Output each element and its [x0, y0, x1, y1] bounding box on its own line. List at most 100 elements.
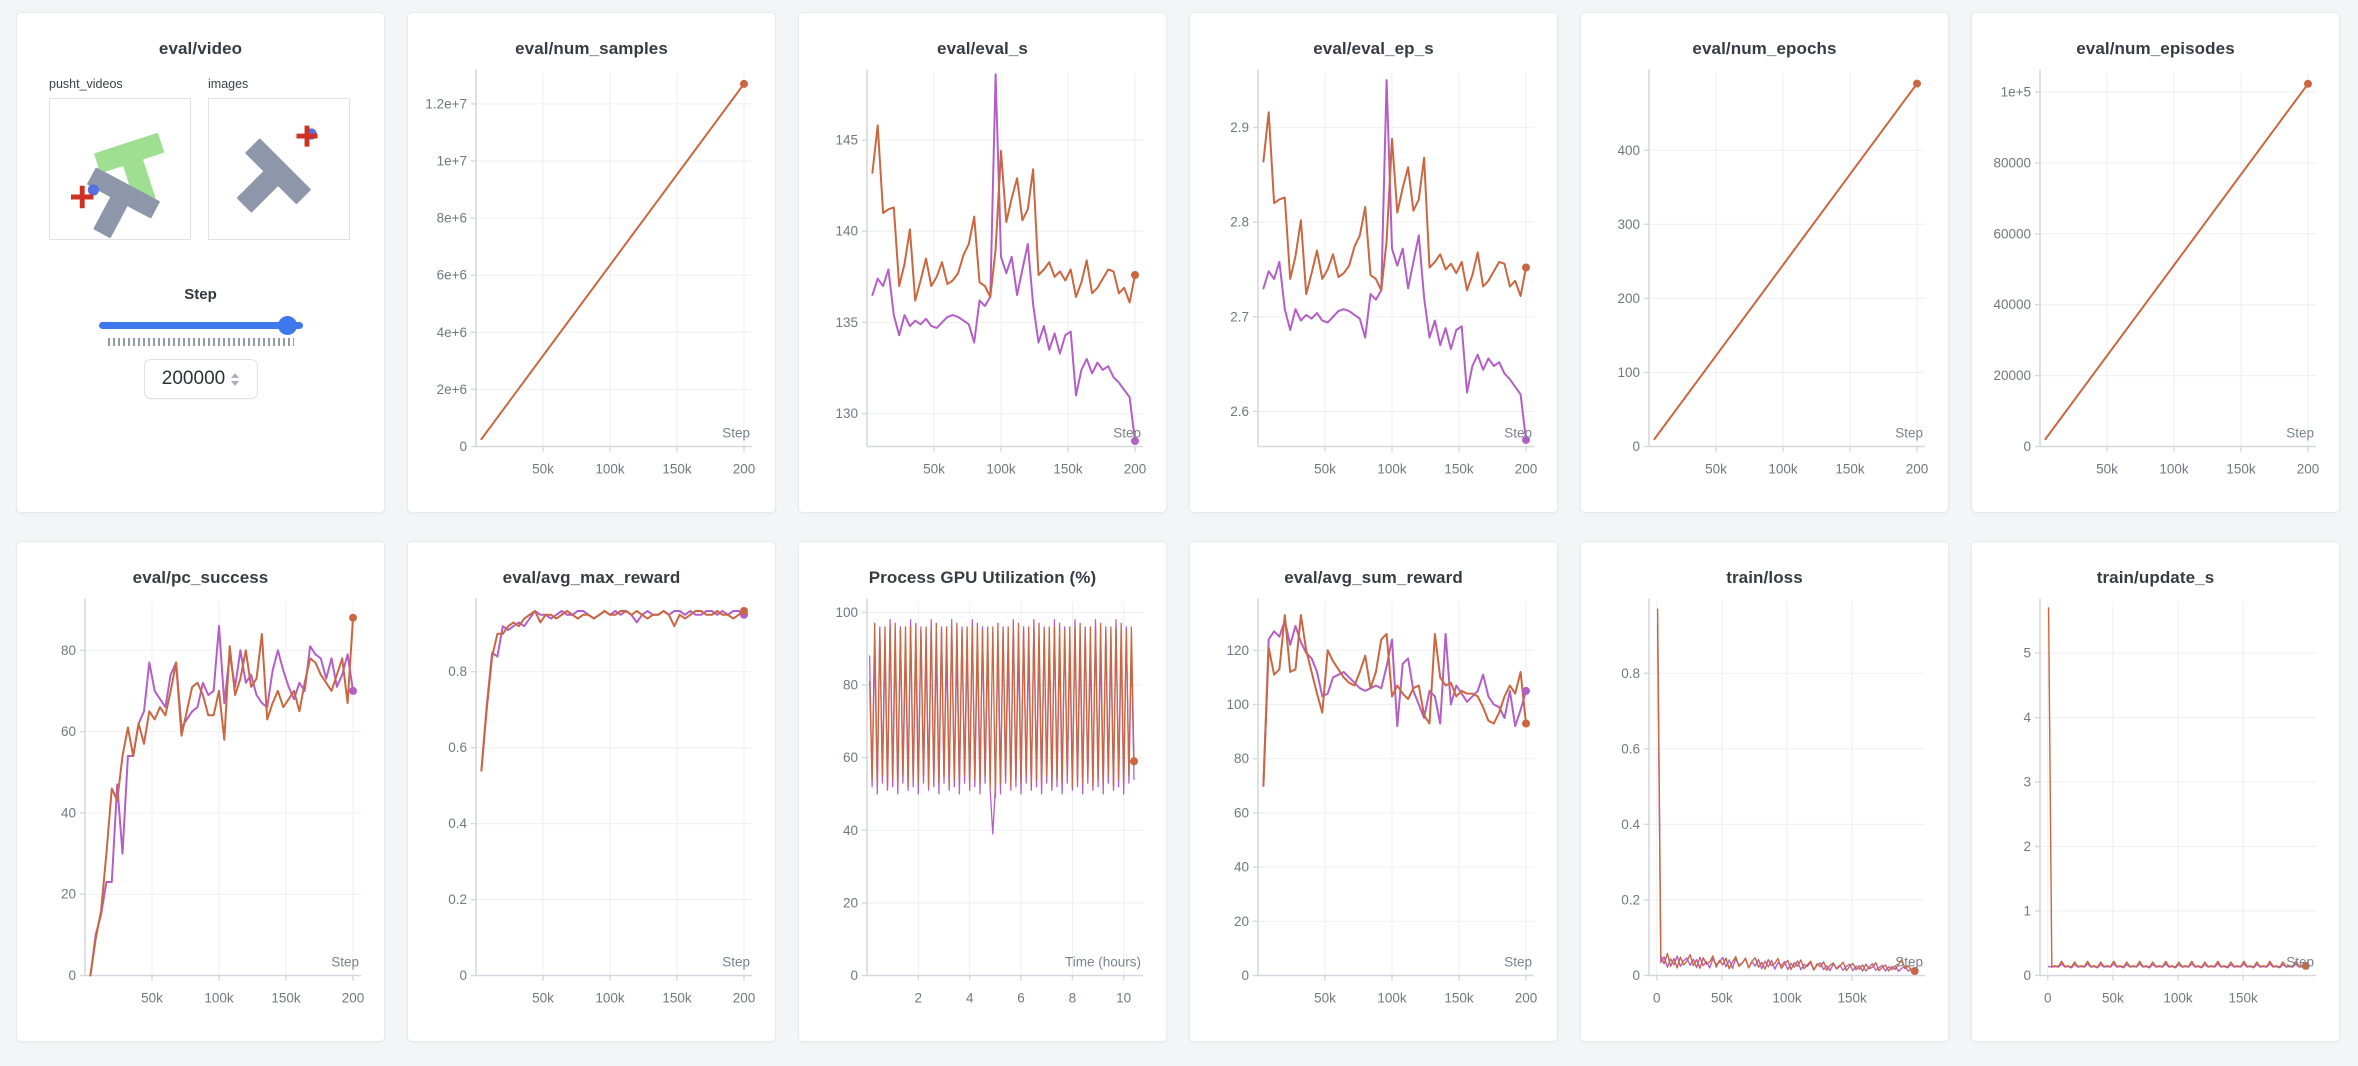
svg-text:Step: Step — [722, 426, 750, 441]
line-chart-eval-avg-sum-reward[interactable]: 50k 100k 150k 200 0 20 40 60 80 100 120 Step — [1201, 592, 1546, 1023]
svg-text:Step: Step — [1895, 955, 1923, 970]
svg-text:200: 200 — [733, 462, 756, 477]
svg-text:4: 4 — [966, 991, 974, 1006]
line-chart-eval-num-episodes[interactable]: 50k 100k 150k 200 0 20000 40000 60000 80000 1e+5 S… — [1983, 63, 2328, 494]
pusht-scene-icon — [237, 125, 318, 213]
svg-text:6: 6 — [1017, 991, 1025, 1006]
chart-svg: 50k 100k 150k 200 0 20000 40000 60000 80000 1e+5 S… — [1993, 69, 2320, 477]
slider-handle[interactable] — [278, 316, 298, 335]
panel-train-loss: train/loss 0 50k 100k 150k 0 0.2 0.4 0.6 0.8 Step — [1580, 541, 1949, 1042]
svg-text:0: 0 — [1632, 439, 1640, 454]
svg-text:400: 400 — [1617, 143, 1640, 158]
svg-text:100k: 100k — [986, 462, 1016, 477]
chart-title: eval/num_samples — [515, 39, 668, 58]
step-slider[interactable] — [98, 315, 303, 335]
svg-text:2: 2 — [2023, 839, 2031, 854]
svg-text:130: 130 — [835, 406, 858, 421]
slider-tick-marks — [107, 338, 294, 346]
svg-text:50k: 50k — [532, 462, 554, 477]
media-thumbnails: pusht_videos images — [17, 59, 384, 240]
svg-text:200: 200 — [733, 991, 756, 1006]
svg-text:50k: 50k — [1314, 462, 1336, 477]
svg-text:0: 0 — [1241, 968, 1249, 983]
svg-text:140: 140 — [835, 224, 858, 239]
chart-title: eval/eval_ep_s — [1313, 39, 1434, 58]
svg-text:20000: 20000 — [1993, 368, 2031, 383]
panel-eval-eval-ep-s: eval/eval_ep_s 50k 100k 150k 200 2.6 2.7 2.8 2.… — [1189, 12, 1558, 513]
pusht-video-thumbnail[interactable] — [49, 98, 191, 240]
line-chart-train-loss[interactable]: 0 50k 100k 150k 0 0.2 0.4 0.6 0.8 Step — [1592, 592, 1937, 1023]
pusht-scene-icon — [71, 132, 164, 238]
svg-text:135: 135 — [835, 315, 858, 330]
svg-text:150k: 150k — [662, 462, 692, 477]
panel-eval-video: eval/video pusht_videos — [16, 12, 385, 513]
svg-text:0.8: 0.8 — [1621, 666, 1640, 681]
svg-text:Step: Step — [331, 955, 359, 970]
svg-text:50k: 50k — [1705, 462, 1727, 477]
stepper-arrows-icon[interactable] — [231, 372, 240, 386]
panel-eval-avg-max-reward: eval/avg_max_reward 50k 100k 150k 200 0 0.2 0.… — [407, 541, 776, 1042]
line-chart-train-update-s[interactable]: 0 50k 100k 150k 0 1 2 3 4 5 Step — [1983, 592, 2328, 1023]
svg-text:50k: 50k — [532, 991, 554, 1006]
svg-text:150k: 150k — [271, 991, 301, 1006]
svg-text:8e+6: 8e+6 — [437, 211, 467, 226]
svg-text:200: 200 — [1515, 462, 1538, 477]
svg-text:50k: 50k — [923, 462, 945, 477]
svg-text:Step: Step — [1504, 955, 1532, 970]
agent-dot — [87, 184, 99, 196]
svg-text:150k: 150k — [662, 991, 692, 1006]
svg-text:150k: 150k — [1444, 991, 1474, 1006]
step-slider-label: Step — [184, 286, 217, 303]
svg-text:200: 200 — [1515, 991, 1538, 1006]
svg-text:150k: 150k — [1837, 991, 1867, 1006]
svg-text:200: 200 — [1124, 462, 1147, 477]
svg-text:3: 3 — [2023, 775, 2031, 790]
chart-title: Process GPU Utilization (%) — [868, 568, 1097, 587]
svg-text:Step: Step — [2286, 426, 2314, 441]
svg-text:145: 145 — [835, 133, 858, 148]
svg-text:200: 200 — [2297, 462, 2320, 477]
svg-text:0: 0 — [68, 968, 76, 983]
line-chart-eval-num-samples[interactable]: 50k 100k 150k 200 0 2e+6 4e+6 6e+6 8e+6 1e+7 1.2e+… — [419, 63, 764, 494]
line-chart-eval-eval-s[interactable]: 50k 100k 150k 200 130 135 140 145 Step — [810, 63, 1155, 494]
chart-svg: 50k 100k 150k 200 0 20 40 60 80 Step — [61, 598, 364, 1006]
svg-text:0.8: 0.8 — [448, 664, 467, 679]
svg-text:20: 20 — [1234, 914, 1249, 929]
svg-text:0.2: 0.2 — [1621, 892, 1640, 907]
svg-text:80: 80 — [1234, 751, 1249, 766]
svg-text:40: 40 — [1234, 860, 1249, 875]
chart-title: eval/pc_success — [132, 568, 269, 587]
line-chart-gpu-utilization[interactable]: 2 4 6 8 10 0 20 40 60 80 100 Time (hours) — [810, 592, 1155, 1023]
svg-text:50k: 50k — [1711, 991, 1733, 1006]
svg-text:5: 5 — [2023, 646, 2031, 661]
svg-text:150k: 150k — [1444, 462, 1474, 477]
svg-text:0: 0 — [2044, 991, 2052, 1006]
svg-text:0.6: 0.6 — [1621, 741, 1640, 756]
svg-text:Time (hours): Time (hours) — [1065, 955, 1141, 970]
chart-title: eval/eval_s — [937, 39, 1028, 58]
svg-text:0.4: 0.4 — [1621, 817, 1640, 832]
svg-text:100: 100 — [1617, 365, 1640, 380]
svg-text:150k: 150k — [1835, 462, 1865, 477]
step-number-input[interactable]: 200000 — [143, 359, 258, 399]
slider-track[interactable] — [98, 322, 303, 329]
pusht-image-thumbnail[interactable] — [208, 98, 350, 240]
svg-text:100k: 100k — [2163, 991, 2193, 1006]
svg-text:60000: 60000 — [1993, 226, 2031, 241]
line-chart-eval-avg-max-reward[interactable]: 50k 100k 150k 200 0 0.2 0.4 0.6 0.8 Step — [419, 592, 764, 1023]
svg-text:40000: 40000 — [1993, 297, 2031, 312]
svg-text:Step: Step — [722, 955, 750, 970]
line-chart-eval-num-epochs[interactable]: 50k 100k 150k 200 0 100 200 300 400 Step — [1592, 63, 1937, 494]
svg-text:300: 300 — [1617, 217, 1640, 232]
chart-title: eval/num_epochs — [1692, 39, 1837, 58]
chart-svg: 50k 100k 150k 200 2.6 2.7 2.8 2.9 Step — [1230, 69, 1538, 477]
goal-cross — [296, 125, 318, 147]
line-chart-eval-pc-success[interactable]: 50k 100k 150k 200 0 20 40 60 80 Step — [28, 592, 373, 1023]
svg-text:120: 120 — [1226, 643, 1249, 658]
line-chart-eval-eval-ep-s[interactable]: 50k 100k 150k 200 2.6 2.7 2.8 2.9 Step — [1201, 63, 1546, 494]
svg-text:4e+6: 4e+6 — [437, 325, 467, 340]
panel-eval-num-episodes: eval/num_episodes 50k 100k 150k 200 0 20000 40… — [1971, 12, 2340, 513]
svg-text:2.8: 2.8 — [1230, 215, 1249, 230]
chart-svg: 0 50k 100k 150k 0 1 2 3 4 5 Step — [2023, 598, 2316, 1006]
